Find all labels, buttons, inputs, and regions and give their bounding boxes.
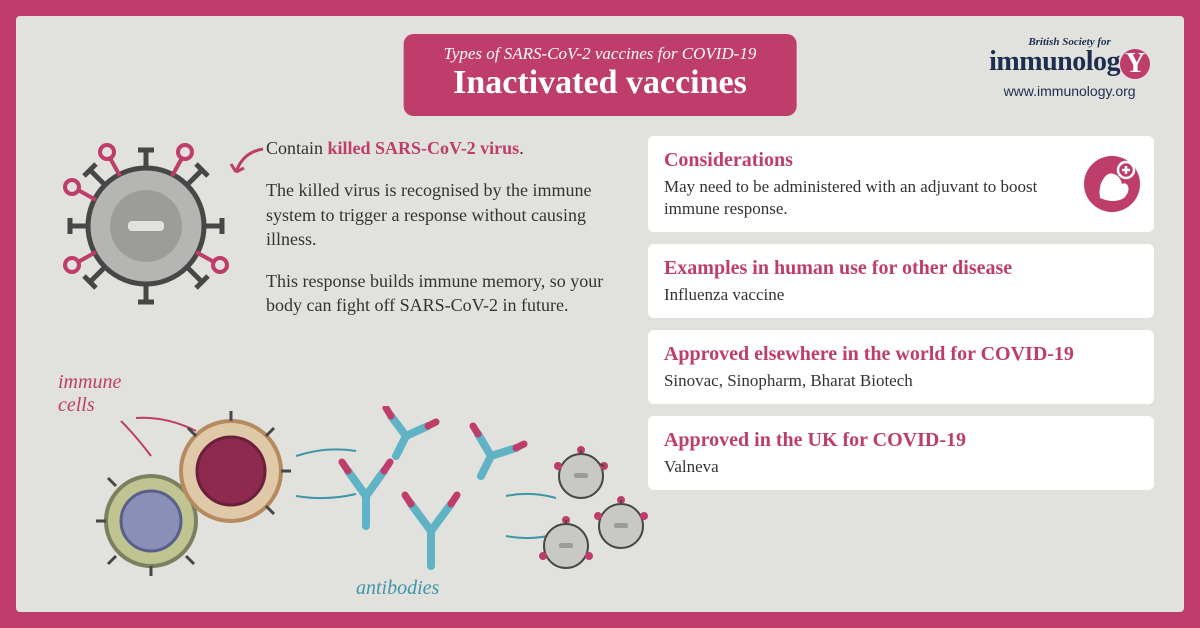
header-banner: Types of SARS-CoV-2 vaccines for COVID-1… — [404, 34, 797, 116]
card-approved-world: Approved elsewhere in the world for COVI… — [648, 330, 1154, 404]
muscle-plus-icon — [1084, 156, 1140, 212]
header-title: Inactivated vaccines — [444, 64, 757, 102]
logo-y-icon: Y — [1120, 49, 1150, 79]
card-approved-uk: Approved in the UK for COVID-19 Valneva — [648, 416, 1154, 490]
content-panel: Types of SARS-CoV-2 vaccines for COVID-1… — [16, 16, 1184, 612]
logo-block: British Society for immunologY www.immun… — [989, 36, 1150, 99]
card-considerations: Considerations May need to be administer… — [648, 136, 1154, 232]
highlight-text: killed SARS-CoV-2 virus — [328, 138, 520, 158]
desc-para3: This response builds immune memory, so y… — [266, 269, 618, 318]
card-text: Valneva — [664, 456, 1138, 478]
page-frame: Types of SARS-CoV-2 vaccines for COVID-1… — [0, 0, 1200, 628]
card-examples: Examples in human use for other disease … — [648, 244, 1154, 318]
right-column: Considerations May need to be administer… — [648, 136, 1154, 602]
header-subtitle: Types of SARS-CoV-2 vaccines for COVID-1… — [444, 44, 757, 64]
card-text: Sinovac, Sinopharm, Bharat Biotech — [664, 370, 1138, 392]
desc-line1: Contain killed SARS-CoV-2 virus. — [266, 136, 618, 160]
card-title: Considerations — [664, 148, 1138, 172]
card-title: Approved in the UK for COVID-19 — [664, 428, 1138, 452]
main-area: Contain killed SARS-CoV-2 virus. The kil… — [46, 136, 1154, 602]
arrow-icon — [228, 144, 268, 184]
card-title: Examples in human use for other disease — [664, 256, 1138, 280]
card-text: Influenza vaccine — [664, 284, 1138, 306]
desc-para2: The killed virus is recognised by the im… — [266, 178, 618, 251]
card-text: May need to be administered with an adju… — [664, 176, 1138, 220]
logo-main: immunologY — [989, 48, 1150, 79]
description-block: Contain killed SARS-CoV-2 virus. The kil… — [266, 136, 618, 336]
card-title: Approved elsewhere in the world for COVI… — [664, 342, 1138, 366]
logo-url: www.immunology.org — [989, 83, 1150, 99]
left-column: Contain killed SARS-CoV-2 virus. The kil… — [46, 136, 628, 602]
virus-illustration — [56, 136, 236, 316]
cells-illustration — [66, 406, 666, 606]
